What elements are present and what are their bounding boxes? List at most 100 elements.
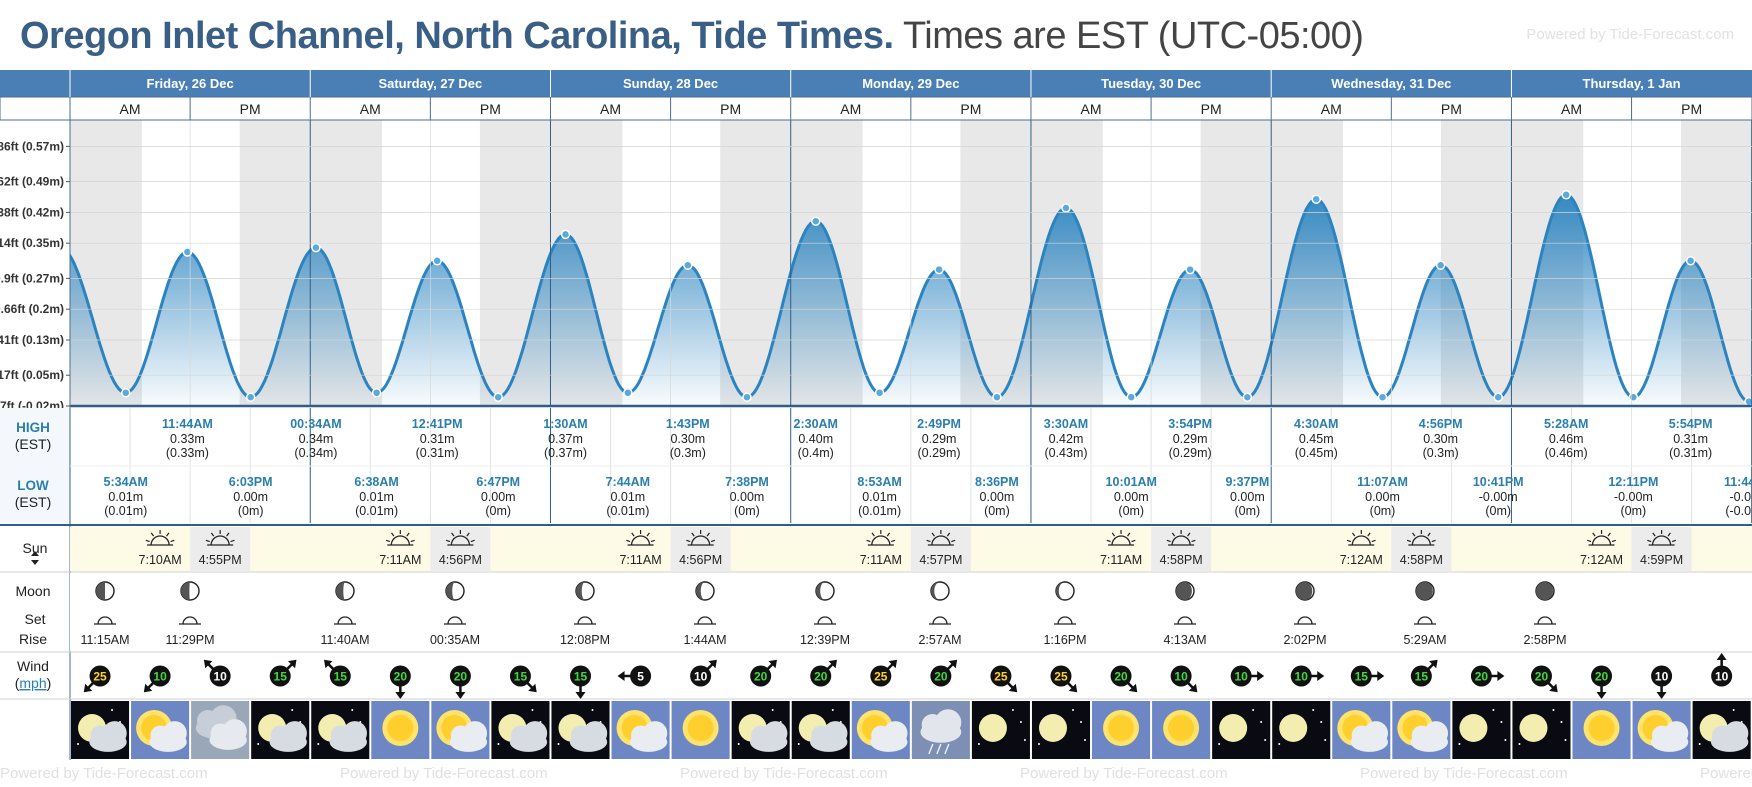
- moon-shadow: [1536, 582, 1554, 600]
- moon-shadow: [96, 582, 105, 600]
- tide-extreme-point: [934, 264, 944, 275]
- timezone-note: Times are EST (UTC-05:00): [902, 15, 1364, 57]
- wind-arrow: [455, 686, 466, 699]
- sunset-arc: [1651, 535, 1672, 546]
- wind-arrow: [766, 659, 777, 670]
- star: [497, 743, 500, 745]
- wind-arrow-icon: 10: [143, 665, 171, 693]
- wind-arrow-head: [455, 692, 466, 699]
- wind-arrow: [286, 659, 297, 670]
- sunrise-ray: [866, 539, 871, 543]
- sunset-cell: [670, 527, 731, 571]
- cloud-part: [1724, 721, 1749, 746]
- moon-time: 4:13AM: [1163, 633, 1206, 647]
- y-tick-label: 14ft (0.35m): [0, 236, 64, 250]
- high-tide-time: 1:43PM: [666, 417, 710, 431]
- moon-phase-icon: [1295, 581, 1315, 601]
- sunrise-ray: [1607, 532, 1611, 537]
- night-clear-icon: [1512, 701, 1571, 759]
- night-clear-icon: [971, 701, 1030, 759]
- high-tide-time: 00:34AM: [290, 417, 341, 431]
- pm-label: PM: [480, 101, 501, 117]
- wind-speed: 15: [1355, 670, 1369, 684]
- cloud-part: [522, 721, 548, 746]
- cloud-part: [934, 709, 962, 736]
- sunset-ray: [926, 539, 931, 543]
- pm-label: PM: [1441, 101, 1462, 117]
- sunny-icon: [371, 701, 430, 759]
- wind-arrow-head: [528, 683, 537, 693]
- partly-cloudy-icon: [1392, 701, 1451, 759]
- wind-unit-link[interactable]: mph: [19, 675, 46, 691]
- cloud-part: [462, 721, 488, 746]
- star: [1071, 709, 1074, 711]
- wind-speed: 20: [1535, 670, 1549, 684]
- moonset-icon: [94, 616, 116, 625]
- tide-extreme-point: [1242, 392, 1253, 402]
- sunrise-ray: [650, 539, 656, 543]
- high-tide-time: 1:30AM: [543, 417, 587, 431]
- tide-extreme-point: [311, 242, 321, 253]
- low-tide-height-metric: (0m): [1370, 504, 1396, 518]
- sort-icon: [31, 551, 39, 565]
- wind-arrow-icon: 10: [1651, 665, 1673, 699]
- cloud-part: [583, 721, 608, 746]
- wind-arrow-head: [287, 659, 297, 669]
- sunrise-ray: [1111, 532, 1116, 537]
- low-tide-height: -0.01m: [1730, 490, 1752, 504]
- wind-speed: 25: [93, 670, 107, 684]
- cloud-part: [102, 721, 127, 746]
- wind-arrow: [886, 659, 898, 670]
- wind-arrow-head: [888, 659, 898, 669]
- tide-extreme-point: [1311, 194, 1321, 204]
- wind-speed: 15: [574, 670, 588, 684]
- wind-arrow-icon: 20: [810, 659, 838, 687]
- sunset-ray: [451, 532, 455, 537]
- sunset-arc: [1411, 535, 1431, 546]
- wind-arrow-icon: 25: [990, 665, 1018, 693]
- moon-arc: [932, 616, 948, 625]
- wind-arrow: [1007, 682, 1018, 693]
- moon-phase-icon: [575, 581, 595, 601]
- am-label: AM: [1321, 101, 1342, 117]
- star: [1011, 709, 1014, 711]
- wind-arrow: [1127, 682, 1138, 693]
- tide-extreme-point: [432, 256, 442, 266]
- wind-arrow-icon: 10: [1230, 665, 1265, 687]
- moon-glyph: [978, 714, 1007, 742]
- moon-shadow: [1176, 582, 1192, 600]
- wind-speed: 25: [994, 670, 1008, 684]
- high-tide-time: 2:30AM: [794, 417, 838, 431]
- rain-drop: [944, 743, 950, 755]
- star: [1504, 739, 1507, 741]
- sunny-icon: [1092, 701, 1151, 759]
- y-tick-label: 0.66ft (0.2m): [0, 302, 64, 316]
- high-tide-height: 0.34m: [299, 432, 334, 446]
- sunset-cell: [910, 527, 971, 571]
- am-label: AM: [1561, 101, 1582, 117]
- high-tide-height-metric: (0.3m): [1423, 446, 1459, 460]
- pm-label: PM: [1681, 101, 1702, 117]
- moonset-icon: [1054, 616, 1076, 625]
- moon-set-label: Set: [24, 611, 45, 627]
- wind-arrow-icon: 25: [83, 665, 111, 693]
- y-tick-label: 0.41ft (0.13m): [0, 333, 64, 347]
- low-tide-time: 8:53AM: [857, 475, 901, 489]
- wind-arrow: [143, 682, 154, 693]
- high-tide-height: 0.31m: [1673, 432, 1708, 446]
- sunrise-ray: [1611, 539, 1616, 543]
- wind-arrow-icon: 20: [1470, 665, 1505, 687]
- night-partly-cloudy-icon: [791, 701, 850, 759]
- wind-speed-disc: [1591, 665, 1613, 687]
- star: [1458, 743, 1461, 745]
- wind-speed-disc: [149, 665, 171, 687]
- sunset-ray: [1431, 539, 1436, 543]
- moon-phase-icon: [1055, 581, 1075, 601]
- wind-speed: 25: [874, 670, 888, 684]
- sunset-icon: [445, 530, 475, 546]
- moon-phase-icon: [1535, 581, 1555, 601]
- star: [1560, 721, 1563, 723]
- star: [737, 743, 740, 745]
- y-tick-label: 62ft (0.49m): [0, 175, 64, 189]
- day-label: Monday, 29 Dec: [862, 76, 959, 91]
